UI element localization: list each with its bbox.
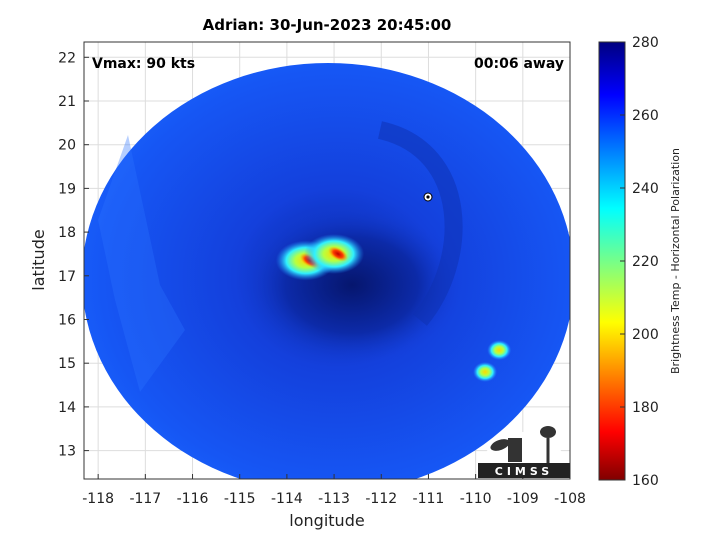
vmax-annotation: Vmax: 90 kts — [92, 56, 195, 72]
x-tick-label: -112 — [365, 491, 397, 507]
colorbar-tick-label: 260 — [632, 108, 659, 124]
colorbar-tick-label: 280 — [632, 35, 659, 51]
cold-cloud-feature — [473, 361, 498, 382]
chart-title: Adrian: 30-Jun-2023 20:45:00 — [203, 16, 452, 34]
x-tick-label: -110 — [460, 491, 492, 507]
colorbar-tick-label: 180 — [632, 400, 659, 416]
x-tick-label: -109 — [507, 491, 539, 507]
cimss-logo: CIMSS — [478, 426, 570, 478]
cold-cloud-features — [275, 233, 512, 382]
swath-seam — [98, 135, 185, 392]
swath-field — [84, 63, 570, 479]
eye-region — [242, 205, 462, 365]
y-tick-label: 16 — [58, 312, 76, 328]
x-axis-ticks: -118 -117 -116 -115 -114 -113 -112 -111 -110 -109… — [82, 474, 586, 507]
y-tick-label: 18 — [58, 225, 76, 241]
spiral-band — [377, 121, 463, 326]
cold-cloud-feature — [487, 340, 512, 361]
y-axis-label: latitude — [29, 229, 48, 290]
y-tick-label: 19 — [58, 181, 76, 197]
y-tick-label: 14 — [58, 400, 76, 416]
coldest-core — [328, 246, 349, 262]
time-offset-annotation: 00:06 away — [474, 56, 564, 72]
x-tick-label: -117 — [129, 491, 161, 507]
logo-text: CIMSS — [495, 465, 553, 478]
colorbar-tick-label: 220 — [632, 254, 659, 270]
x-tick-label: -111 — [413, 491, 445, 507]
y-tick-label: 15 — [58, 356, 76, 372]
colorbar-tick-label: 200 — [632, 327, 659, 343]
small-cell-marker — [423, 192, 433, 202]
y-tick-label: 17 — [58, 269, 76, 285]
y-tick-label: 21 — [58, 94, 76, 110]
colorbar-tick-label: 240 — [632, 181, 659, 197]
x-tick-label: -108 — [554, 491, 586, 507]
y-axis-ticks: 13 14 15 16 17 18 19 20 21 22 — [58, 50, 89, 460]
x-tick-label: -114 — [271, 491, 303, 507]
y-tick-label: 13 — [58, 444, 76, 460]
x-tick-label: -115 — [224, 491, 256, 507]
colorbar-label: Brightness Temp - Horizontal Polarizatio… — [669, 148, 682, 374]
colorbar-tick-label: 160 — [632, 473, 659, 489]
x-tick-label: -116 — [177, 491, 209, 507]
x-tick-label: -113 — [318, 491, 350, 507]
y-tick-label: 20 — [58, 138, 76, 154]
x-axis-label: longitude — [289, 511, 364, 530]
plot-frame — [83, 41, 571, 480]
colorbar-ticks: 160 180 200 220 240 260 280 — [620, 35, 659, 489]
x-tick-label: -118 — [82, 491, 114, 507]
y-tick-label: 22 — [58, 50, 76, 66]
